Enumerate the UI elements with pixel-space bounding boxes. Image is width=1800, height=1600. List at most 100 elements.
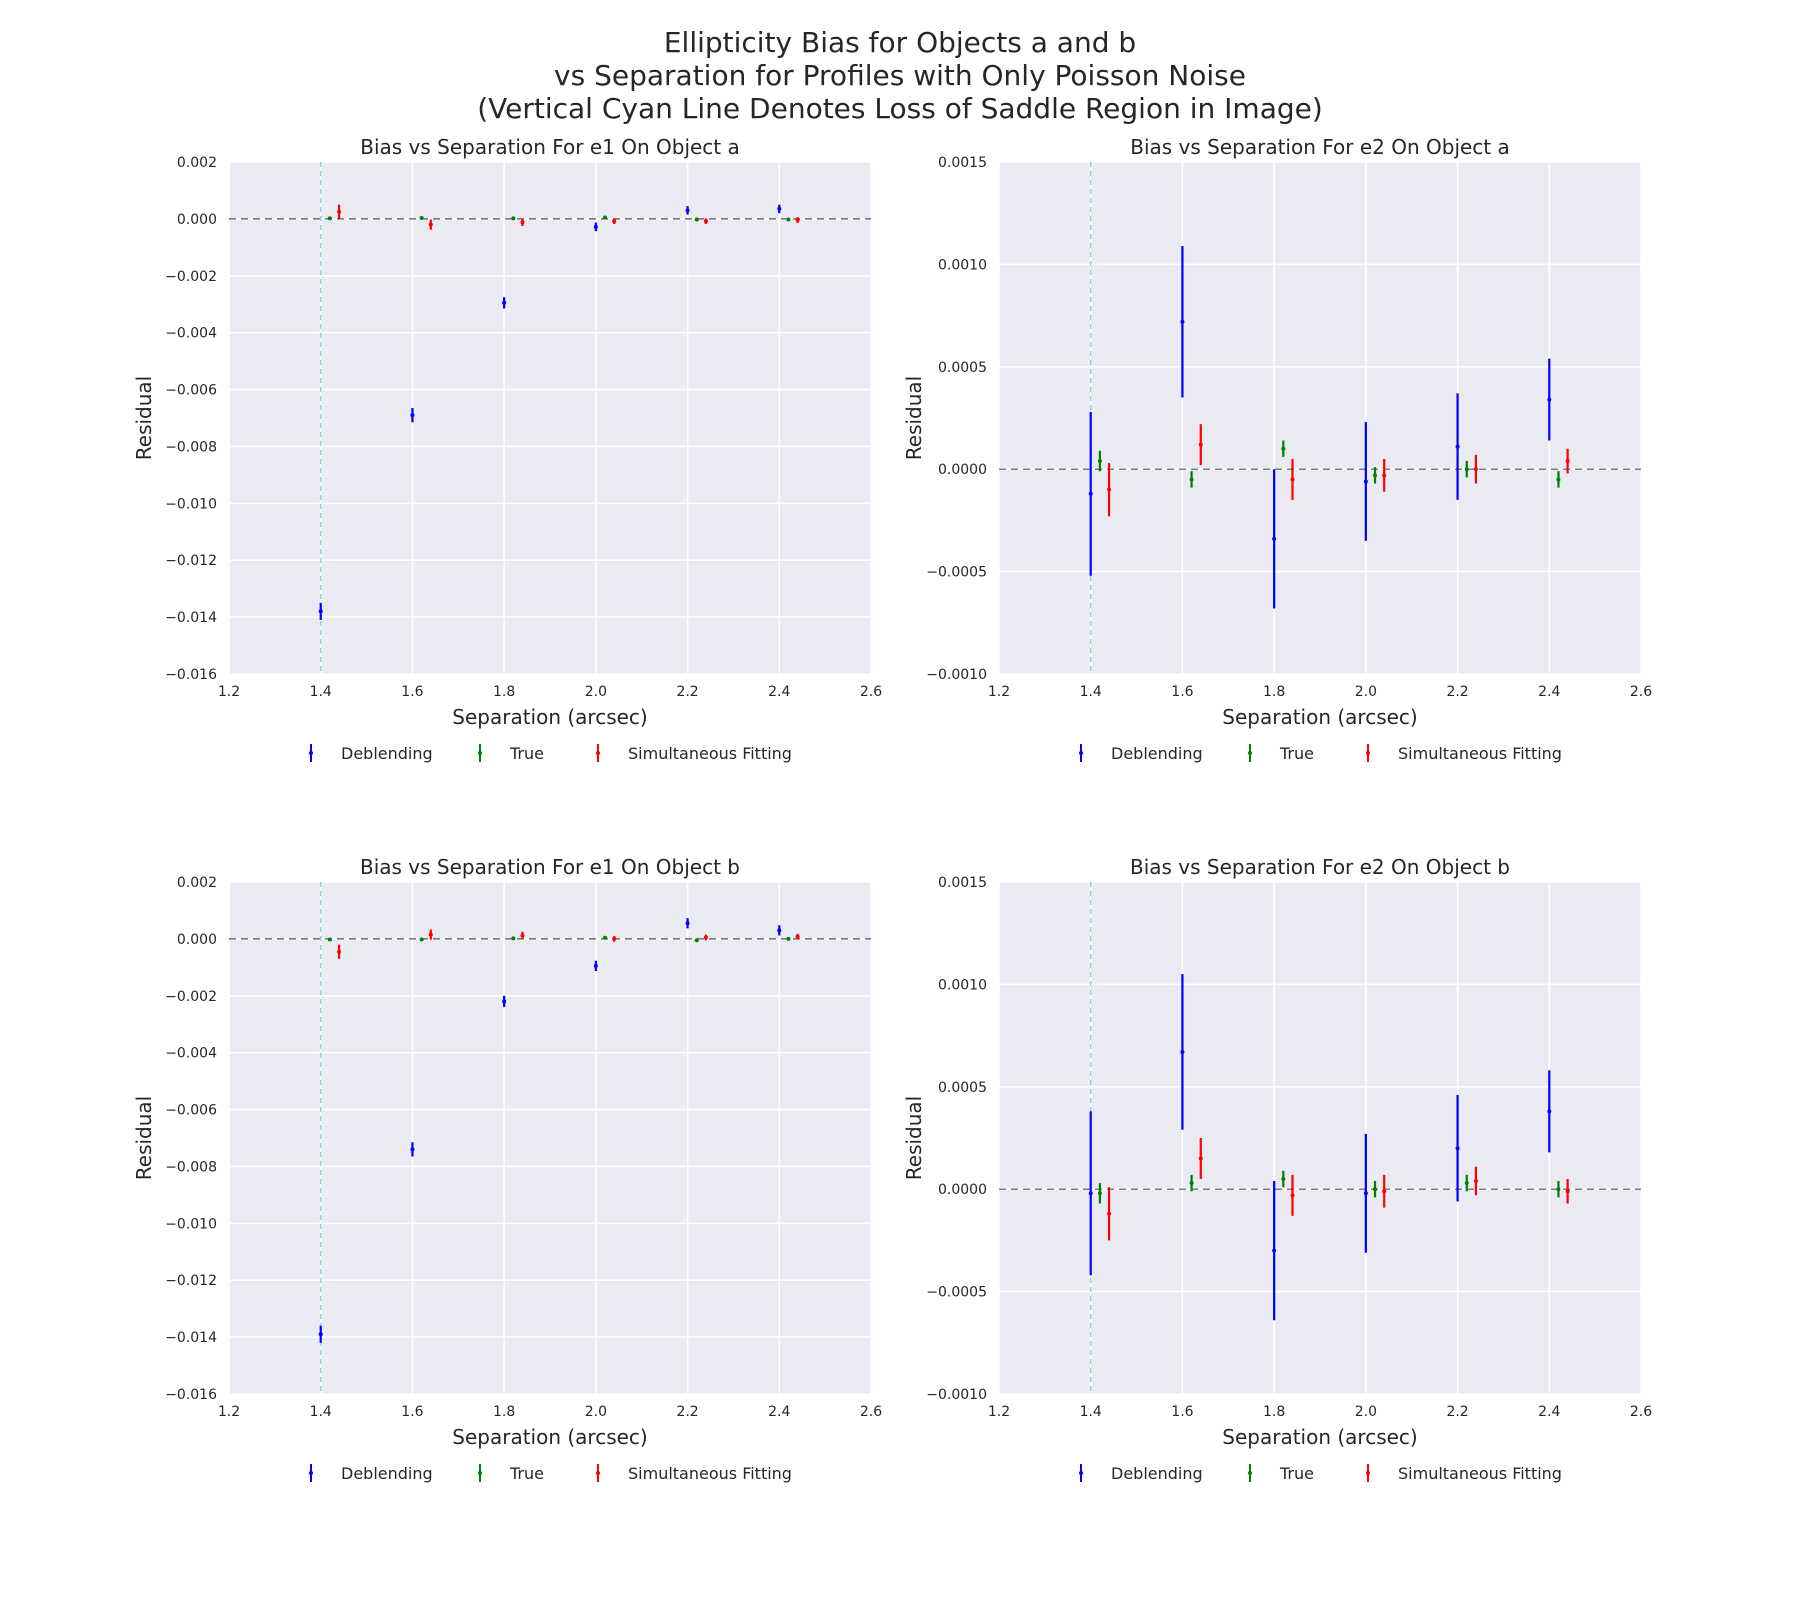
x-tick-label: 1.2 [988, 1404, 1010, 1420]
legend-marker-dot [1366, 1471, 1370, 1475]
data-point [1180, 1049, 1185, 1054]
data-point [786, 936, 791, 941]
data-point [593, 224, 598, 229]
data-point [410, 413, 415, 418]
data-point [1373, 1187, 1378, 1192]
series-simultaneous-fitting [1107, 424, 1570, 517]
legend-marker-dot [1079, 1471, 1083, 1475]
data-point [1180, 319, 1185, 324]
y-tick-label: −0.012 [165, 553, 217, 569]
data-point [1290, 477, 1295, 482]
legend-item: Deblending [1079, 1464, 1203, 1483]
y-tick-label: −0.004 [165, 326, 217, 342]
y-tick-label: −0.0010 [926, 1387, 987, 1403]
legend-marker-dot [309, 1471, 313, 1475]
data-point [520, 933, 525, 938]
legend-label: Deblending [1111, 1464, 1203, 1483]
data-point [1473, 1179, 1478, 1184]
y-tick-label: 0.000 [177, 212, 217, 228]
y-axis-label: Residual [132, 376, 156, 460]
legend-marker-dot [1366, 751, 1370, 755]
series-deblending [1088, 245, 1552, 609]
y-tick-label: −0.0005 [926, 1285, 987, 1301]
data-point [1373, 473, 1378, 478]
x-tick-label: 1.8 [1263, 684, 1285, 700]
data-point [318, 609, 323, 614]
legend-item: True [478, 744, 544, 763]
legend-item: Deblending [309, 1464, 433, 1483]
legend-label: True [509, 744, 544, 763]
data-point [1547, 397, 1552, 402]
legend-item: Simultaneous Fitting [596, 1464, 792, 1483]
data-point [1281, 446, 1286, 451]
x-tick-label: 2.6 [1630, 1404, 1652, 1420]
x-tick-label: 1.4 [310, 684, 332, 700]
y-tick-label: −0.006 [165, 1103, 217, 1119]
series-deblending [1088, 974, 1552, 1321]
data-point [1198, 1156, 1203, 1161]
chart-panel-2: 1.2 1.4 1.6 1.8 2.0 2.2 2.4 2.6 0.0015 0.0010 0.00… [902, 135, 1652, 763]
legend: Deblending True Simultaneous Fitting [1079, 1464, 1562, 1483]
x-tick-label: 2.0 [585, 1404, 607, 1420]
data-point [1088, 491, 1093, 496]
x-tick-label: 1.6 [1171, 684, 1193, 700]
data-point [337, 209, 342, 214]
data-point [502, 999, 507, 1004]
legend-label: Deblending [341, 744, 433, 763]
plot-area [999, 162, 1641, 674]
data-point [1281, 1176, 1286, 1181]
data-point [327, 937, 332, 942]
y-tick-label: 0.002 [177, 875, 217, 891]
data-point [318, 1332, 323, 1337]
data-point [795, 934, 800, 939]
data-point [1382, 1189, 1387, 1194]
x-tick-label: 1.6 [401, 684, 423, 700]
data-point [419, 937, 424, 942]
series-true [1097, 1170, 1561, 1204]
legend-label: Simultaneous Fitting [628, 744, 792, 763]
data-point [777, 928, 782, 933]
y-tick-label: −0.004 [165, 1046, 217, 1062]
legend-marker-dot [478, 1471, 482, 1475]
data-point [1473, 467, 1478, 472]
data-point [603, 935, 608, 940]
data-point [703, 219, 708, 224]
data-point [410, 1147, 415, 1152]
series-deblending [318, 204, 782, 620]
x-tick-label: 1.4 [310, 1404, 332, 1420]
x-tick-label: 2.2 [1446, 684, 1468, 700]
data-point [511, 936, 516, 941]
chart-panel-4: 1.2 1.4 1.6 1.8 2.0 2.2 2.4 2.6 0.0015 0.0010 0.00… [902, 855, 1652, 1483]
legend-item: Deblending [309, 744, 433, 763]
x-tick-label: 2.0 [1355, 684, 1377, 700]
data-point [1107, 1211, 1112, 1216]
data-point [1464, 1181, 1469, 1186]
legend-label: Deblending [341, 1464, 433, 1483]
data-point [1556, 477, 1561, 482]
series-simultaneous-fitting [337, 204, 800, 230]
y-tick-label: −0.014 [165, 1330, 217, 1346]
legend-item: True [1248, 744, 1314, 763]
x-tick-label: 1.6 [1171, 1404, 1193, 1420]
data-point [1363, 1191, 1368, 1196]
data-point [593, 963, 598, 968]
x-tick-label: 1.6 [401, 1404, 423, 1420]
y-tick-label: 0.0010 [938, 977, 987, 993]
x-tick-label: 1.4 [1080, 684, 1102, 700]
y-tick-label: −0.010 [165, 496, 217, 512]
legend: Deblending True Simultaneous Fitting [309, 1464, 792, 1483]
data-point [1455, 444, 1460, 449]
series-simultaneous-fitting [337, 929, 800, 959]
data-point [1547, 1109, 1552, 1114]
y-tick-label: −0.016 [165, 1387, 217, 1403]
legend-item: True [478, 1464, 544, 1483]
y-axis-label: Residual [902, 1096, 926, 1180]
series-true [1097, 440, 1561, 488]
series-true [327, 215, 791, 222]
y-axis-label: Residual [132, 1096, 156, 1180]
y-tick-label: −0.0010 [926, 667, 987, 683]
y-tick-label: 0.0005 [938, 1080, 987, 1096]
x-tick-label: 1.4 [1080, 1404, 1102, 1420]
y-tick-label: 0.0010 [938, 257, 987, 273]
